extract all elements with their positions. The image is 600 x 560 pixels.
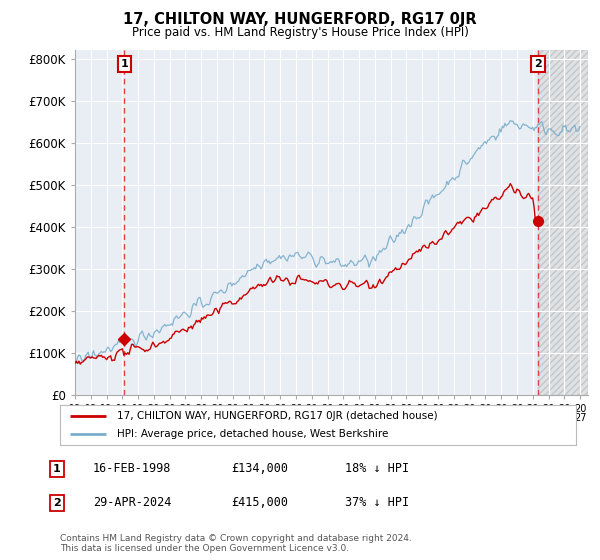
Text: 17, CHILTON WAY, HUNGERFORD, RG17 0JR (detached house): 17, CHILTON WAY, HUNGERFORD, RG17 0JR (d… xyxy=(117,411,437,421)
Text: £134,000: £134,000 xyxy=(231,462,288,475)
Text: Price paid vs. HM Land Registry's House Price Index (HPI): Price paid vs. HM Land Registry's House … xyxy=(131,26,469,39)
Text: HPI: Average price, detached house, West Berkshire: HPI: Average price, detached house, West… xyxy=(117,430,388,439)
Text: 29-APR-2024: 29-APR-2024 xyxy=(93,496,172,510)
Text: 1: 1 xyxy=(121,59,128,69)
Text: £415,000: £415,000 xyxy=(231,496,288,510)
Text: 2: 2 xyxy=(534,59,542,69)
Text: 1: 1 xyxy=(53,464,61,474)
Text: 37% ↓ HPI: 37% ↓ HPI xyxy=(345,496,409,510)
Text: 2: 2 xyxy=(53,498,61,508)
Text: Contains HM Land Registry data © Crown copyright and database right 2024.
This d: Contains HM Land Registry data © Crown c… xyxy=(60,534,412,553)
Text: 18% ↓ HPI: 18% ↓ HPI xyxy=(345,462,409,475)
Text: 16-FEB-1998: 16-FEB-1998 xyxy=(93,462,172,475)
Text: 17, CHILTON WAY, HUNGERFORD, RG17 0JR: 17, CHILTON WAY, HUNGERFORD, RG17 0JR xyxy=(123,12,477,27)
